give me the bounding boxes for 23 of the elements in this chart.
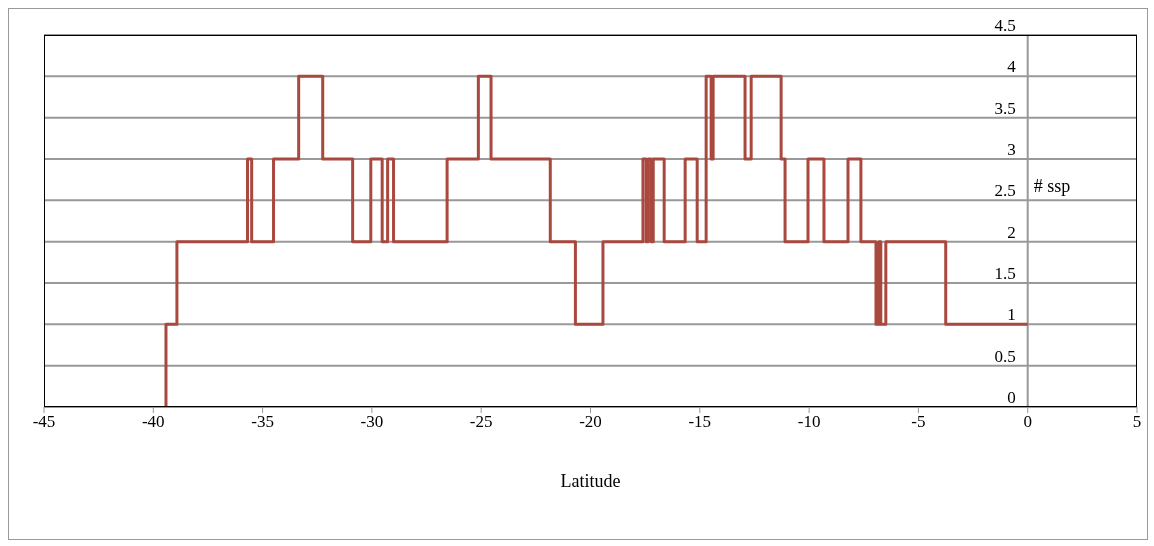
x-axis-title: Latitude — [560, 471, 621, 491]
y-tick-label: 2 — [1007, 222, 1016, 242]
x-tick-label: -15 — [688, 412, 712, 432]
x-tick-label: 0 — [1023, 412, 1032, 432]
x-tick-label: -35 — [251, 412, 274, 432]
y-tick-label: 0.5 — [994, 346, 1016, 366]
y-tick-label: 4.5 — [994, 16, 1016, 35]
y-tick-label: 1.5 — [994, 264, 1016, 283]
x-tick-label: 5 — [1132, 412, 1142, 432]
x-tick-label: -20 — [579, 412, 602, 432]
y-tick-label: 0 — [1007, 388, 1016, 407]
y-tick-label: 3.5 — [994, 98, 1016, 118]
x-tick-label: -25 — [469, 412, 493, 432]
x-tick-label: -10 — [797, 412, 821, 432]
x-tick-label: -40 — [141, 412, 165, 432]
x-tick-label: -5 — [911, 412, 926, 432]
x-tick-label: -30 — [360, 412, 384, 432]
y-tick-label: 3 — [1007, 140, 1016, 159]
y-tick-label: 1 — [1007, 305, 1016, 325]
y-axis-title: # ssp — [1033, 176, 1071, 197]
y-tick-label: 2.5 — [994, 181, 1016, 201]
x-tick-label: -45 — [32, 412, 56, 432]
y-tick-label: 4 — [1007, 57, 1017, 77]
